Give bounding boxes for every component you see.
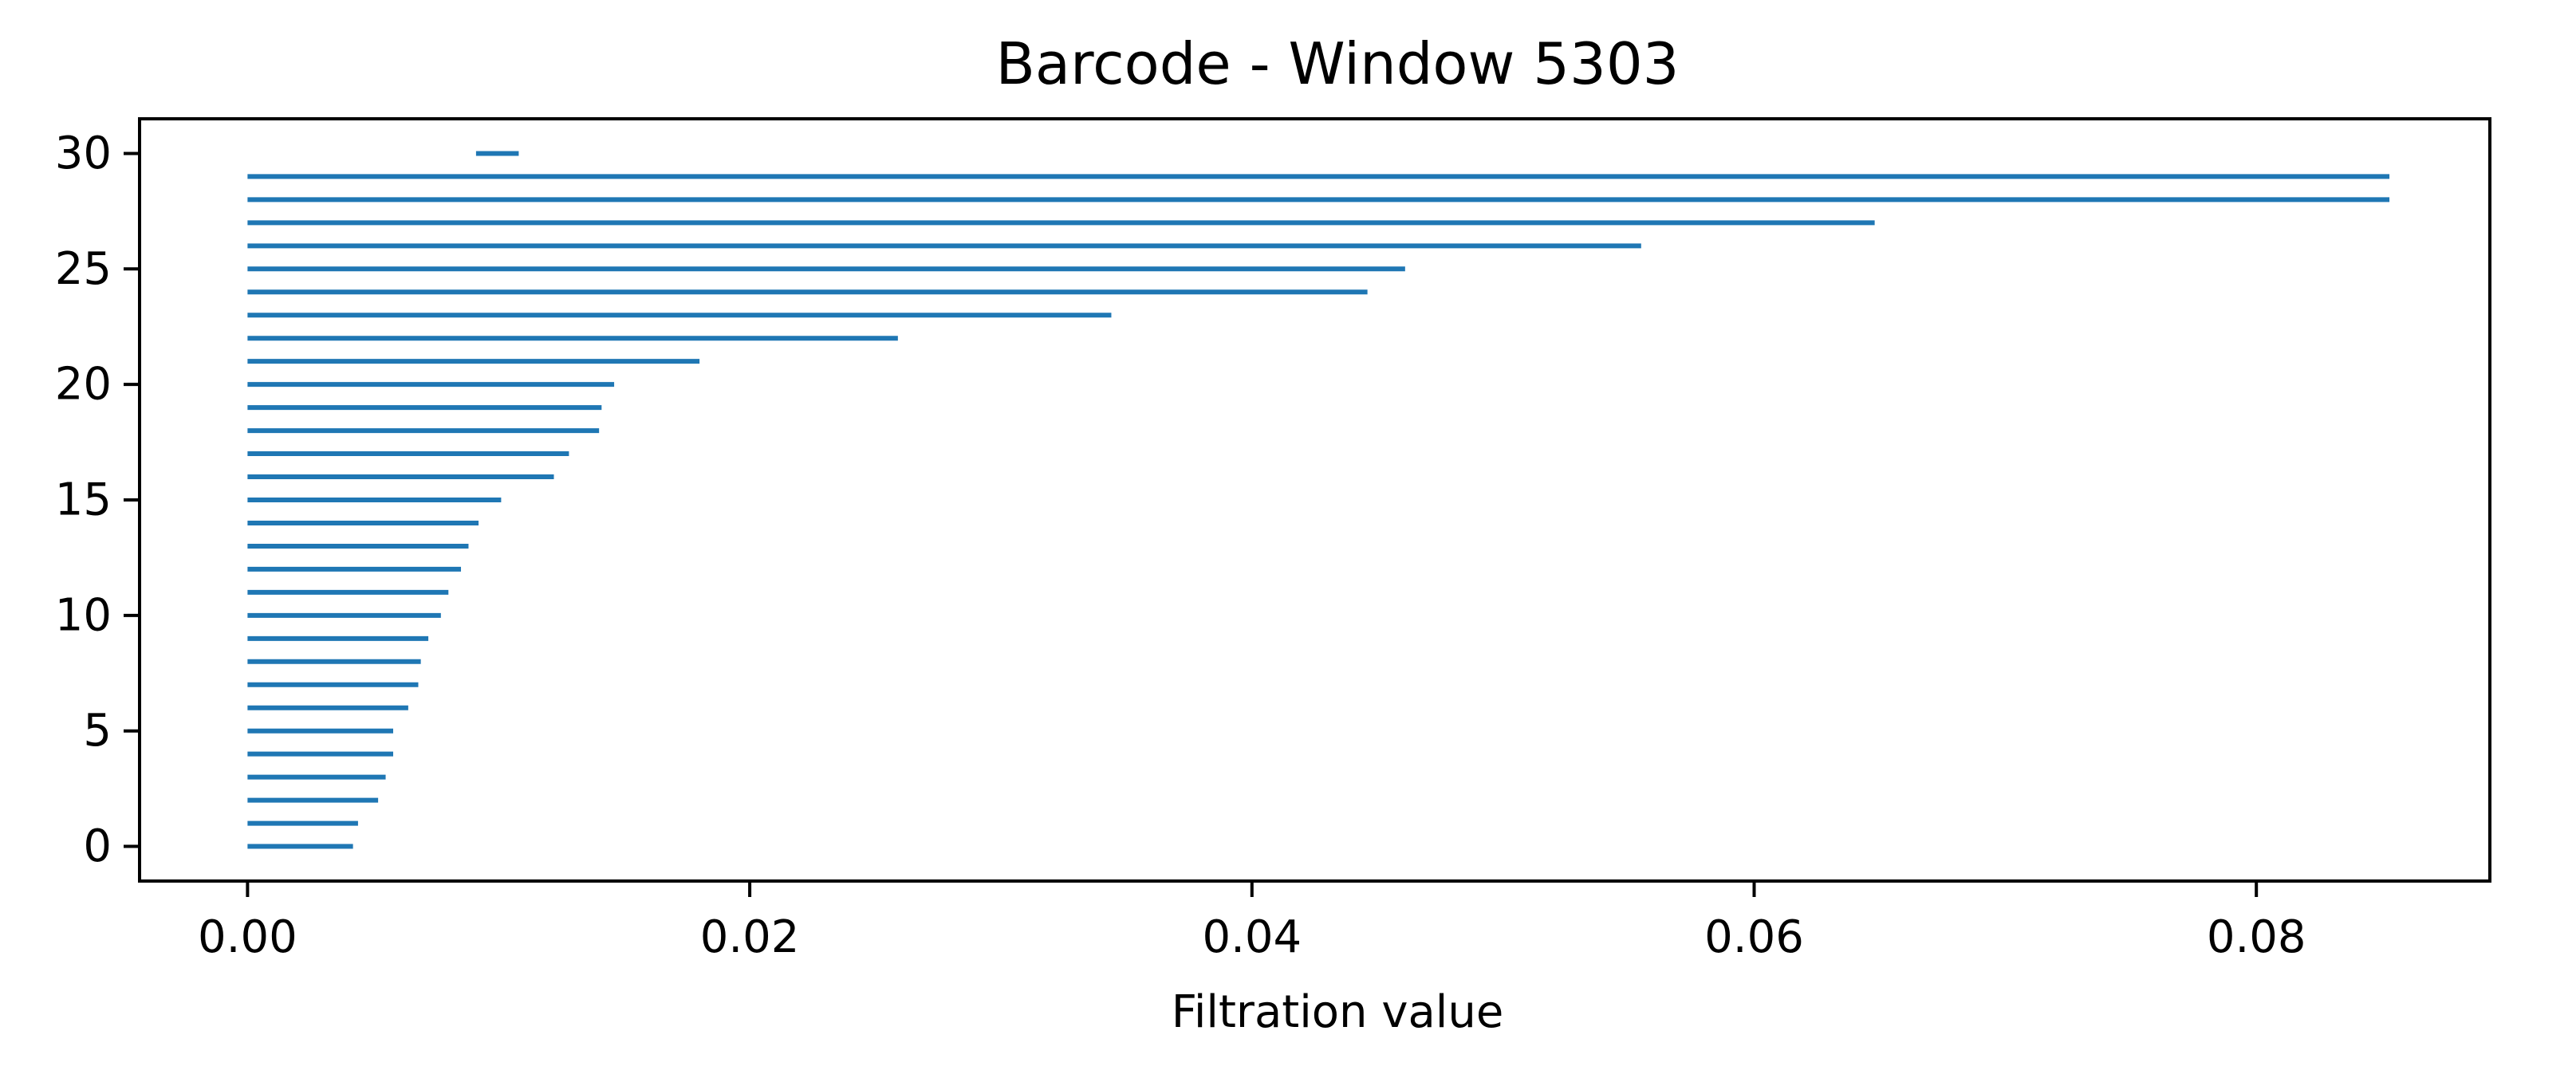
x-tick-label: 0.04 xyxy=(1202,911,1302,963)
x-axis-label: Filtration value xyxy=(1172,986,1504,1038)
x-tick-label: 0.00 xyxy=(198,911,297,963)
chart-title: Barcode - Window 5303 xyxy=(996,30,1680,97)
y-tick-label: 5 xyxy=(83,705,112,757)
y-tick-label: 25 xyxy=(55,243,112,295)
y-axis-ticks: 0 5 10 15 20 25 30 xyxy=(55,128,140,872)
bars-layer xyxy=(247,151,2390,849)
y-tick-label: 0 xyxy=(83,820,112,872)
y-tick-label: 30 xyxy=(55,128,112,179)
x-tick-label: 0.08 xyxy=(2207,911,2306,963)
y-tick-label: 10 xyxy=(55,589,112,641)
x-tick-label: 0.02 xyxy=(700,911,800,963)
x-tick-label: 0.06 xyxy=(1704,911,1804,963)
y-tick-label: 20 xyxy=(55,359,112,411)
x-axis-ticks: 0.00 0.02 0.04 0.06 0.08 xyxy=(198,881,2306,963)
y-tick-label: 15 xyxy=(55,474,112,526)
